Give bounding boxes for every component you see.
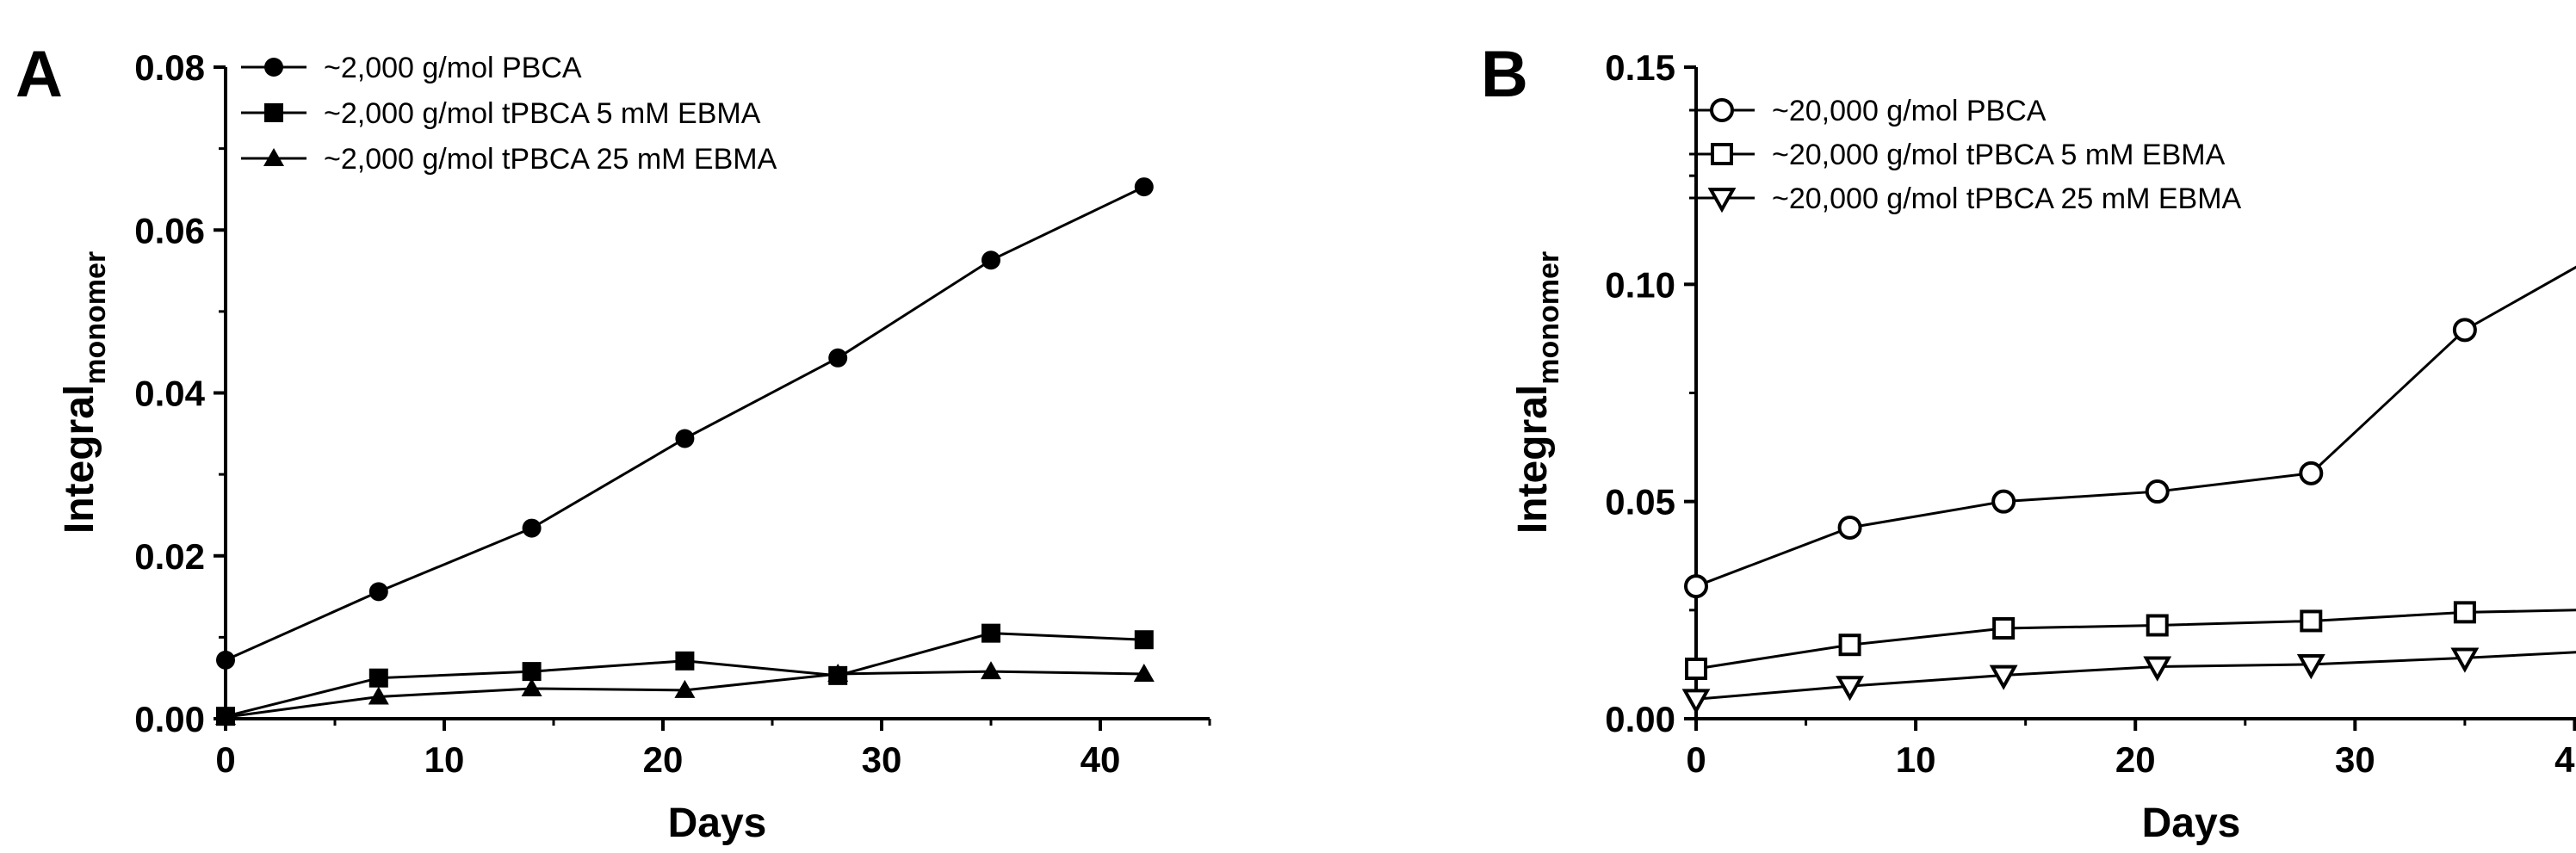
legend-marker [263,148,284,166]
legend-marker [1710,98,1734,122]
chart-panel-b: B 0.00 0.05 0.10 0.15 0 10 20 30 40 Days Integralmo… [1481,38,2576,846]
data-point [216,650,235,670]
data-point [2300,609,2323,633]
y-axis-title-main: Integral [1510,385,1556,534]
x-tick-label: 30 [862,739,902,780]
data-point [1837,515,1862,540]
data-point [368,686,389,705]
data-point [828,348,848,368]
y-tick-label: 0.04 [134,374,205,414]
x-tick-label: 40 [2554,739,2576,780]
series-line [1695,265,2576,588]
data-point [1991,489,2016,514]
data-point [368,582,388,602]
legend-label: ~2,000 g/mol tPBCA 5 mM EBMA [324,97,761,130]
x-tick-label: 10 [424,739,465,780]
series-line [225,185,1145,662]
data-point [2143,656,2172,682]
data-point [1134,630,1154,650]
x-tick-label: 0 [1686,739,1706,780]
y-tick-label: 0.06 [134,210,205,250]
y-axis-title-subscript: monomer [1533,251,1565,385]
data-point [215,707,236,726]
legend-label: ~2,000 g/mol PBCA [324,52,582,84]
data-point [521,677,542,696]
legend-marker [1711,143,1733,165]
data-point [2296,654,2325,680]
y-tick-label: 0.15 [1605,47,1675,88]
y-axis-title: Integralmonomer [57,251,112,534]
y-tick-label: 0.05 [1605,482,1675,522]
data-point [1685,657,1707,680]
y-axis-title: Integralmonomer [1510,251,1565,534]
panel-letter: A [15,38,63,111]
data-point [1681,689,1711,714]
x-axis-title: Days [668,800,767,846]
x-axis-title: Days [2142,800,2241,846]
data-point [1989,664,2018,690]
data-point [2452,318,2477,343]
y-tick-label: 0.08 [134,47,205,88]
x-tick-label: 20 [643,739,684,780]
legend-marker [264,58,283,77]
data-point [1992,617,2016,640]
data-point [1133,663,1155,682]
y-tick-label: 0.00 [1605,699,1675,739]
data-point [2145,479,2170,504]
legend-label: ~20,000 g/mol PBCA [1772,95,2047,127]
x-tick-label: 10 [1896,739,1936,780]
x-tick-label: 40 [1081,739,1121,780]
data-point [522,662,542,682]
data-point [368,668,388,688]
legend-label: ~20,000 g/mol tPBCA 5 mM EBMA [1772,139,2226,171]
series-line [225,632,1144,718]
data-point [2450,647,2480,673]
chart-panel-a: A 0.00 0.02 0.04 0.06 0.08 0 10 20 30 40 Days Integr… [15,38,1211,846]
series-line [1695,651,2576,701]
legend-label: ~2,000 g/mol tPBCA 25 mM EBMA [324,143,777,176]
data-point [1836,676,1864,702]
data-point [1838,634,1861,657]
data-point [675,429,695,448]
y-axis-title-main: Integral [57,385,102,534]
data-point [674,679,696,698]
x-tick-label: 0 [215,739,235,780]
legend-marker [1707,188,1737,213]
x-tick-label: 20 [2115,739,2156,780]
y-axis-title-subscript: monomer [79,251,112,385]
y-tick-label: 0.02 [134,536,205,577]
x-tick-label: 30 [2335,739,2375,780]
y-tick-label: 0.10 [1605,264,1675,305]
legend-label: ~20,000 g/mol tPBCA 25 mM EBMA [1772,182,2242,215]
data-point [981,661,1001,680]
data-point [1134,177,1154,197]
data-point [675,651,695,671]
data-point [2299,460,2324,485]
data-point [2453,601,2476,624]
y-tick-label: 0.00 [134,699,205,739]
data-point [1684,574,1708,599]
data-point [2146,614,2169,637]
legend-marker [264,103,283,122]
data-point [981,250,1000,270]
data-point [522,518,542,538]
panel-letter: B [1481,38,1528,111]
data-point [981,623,1000,643]
data-point [827,663,849,682]
